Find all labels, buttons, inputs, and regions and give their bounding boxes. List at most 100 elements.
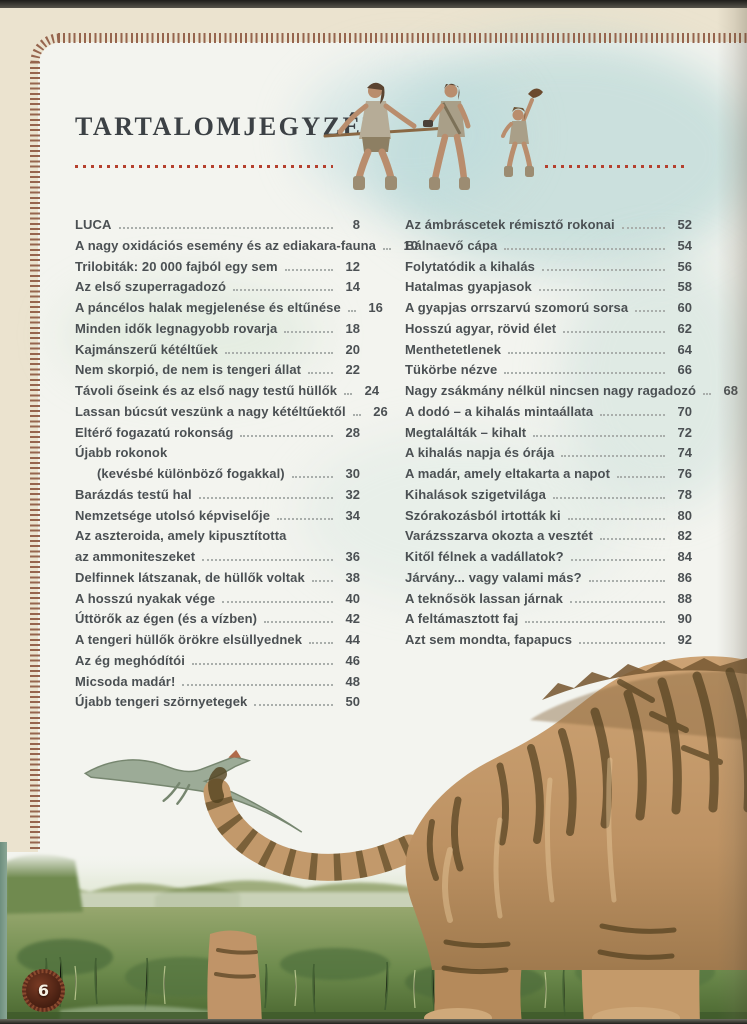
toc-entry-page-number: 64: [677, 341, 692, 357]
toc-entry-label: Tükörbe nézve: [405, 362, 498, 378]
human-figure-thrower: [501, 88, 543, 177]
page-number: 6: [37, 981, 50, 1000]
toc-entry-page-number: 76: [677, 466, 692, 481]
toc-entry: Lassan búcsút veszünk a nagy kétéltűektő…: [75, 403, 388, 425]
toc-entry-page-number: 60: [677, 300, 692, 315]
dot-leader: [567, 517, 665, 520]
toc-entry-label: Kitől félnek a vadállatok?: [405, 549, 564, 564]
toc-entry: A madár, amely eltakarta a napot 76: [405, 466, 692, 487]
dot-leader: [202, 559, 333, 561]
toc-entry-page-number: 8: [352, 217, 360, 232]
toc-entry-label: A kihalás napja és órája: [405, 445, 555, 461]
toc-entry: Kajmánszerű kétéltűek 20: [75, 342, 360, 363]
toc-entry: Az ég meghódítói 46: [75, 653, 360, 674]
toc-entry-label: A hosszú nyakak vége: [75, 590, 216, 606]
toc-entry-page-number: 44: [345, 632, 360, 647]
toc-entry-page-number: 50: [345, 694, 360, 710]
toc-entry: Minden idők legnagyobb rovarja 18: [75, 321, 360, 342]
toc-entry-label: Trilobiták: 20 000 fajból egy sem: [75, 258, 278, 274]
toc-entry-page-number: 42: [345, 611, 360, 627]
dot-leader: [182, 683, 333, 686]
toc-entry-label: Nagy zsákmány nélkül nincsen nagy ragado…: [405, 383, 697, 398]
dot-leader: [703, 393, 712, 395]
toc-entry: Az első szuperragadozó 14: [75, 279, 360, 300]
dot-leader: [508, 351, 665, 354]
toc-entry-page-number: 34: [345, 507, 360, 523]
human-figure-spear: [323, 82, 449, 190]
toc-entry: Eltérő fogazatú rokonság 28: [75, 425, 360, 446]
dot-leader: [291, 476, 333, 478]
toc-entry-page-number: 30: [345, 466, 360, 481]
toc-entry: (kevésbé különböző fogakkal) 30: [75, 466, 360, 487]
toc-entry-label: Nemzetsége utolsó képviselője: [75, 507, 271, 523]
toc-entry-page-number: 78: [677, 486, 692, 502]
toc-entry-page-number: 20: [345, 341, 360, 357]
toc-entry: Varázsszarva okozta a vesztét 82: [405, 528, 692, 549]
toc-entry: Távoli őseink és az első nagy testű hüll…: [75, 383, 379, 404]
toc-entry-page-number: 14: [345, 279, 360, 295]
stitched-border-left: [30, 62, 40, 854]
dot-leader: [264, 621, 333, 624]
dot-leader: [600, 413, 665, 416]
dot-leader: [599, 538, 665, 541]
dot-leader: [579, 642, 665, 644]
toc-entry-label: Lassan búcsút veszünk a nagy kétéltűektő…: [75, 403, 346, 419]
toc-entry-page-number: 74: [677, 445, 692, 461]
dot-leader: [552, 496, 665, 499]
toc-entry-label: LUCA: [75, 217, 112, 232]
toc-entry-label: A tengeri hüllők örökre elsüllyednek: [75, 632, 303, 647]
toc-entry-label: Hatalmas gyapjasok: [405, 279, 532, 295]
dot-leader: [118, 227, 333, 229]
toc-entry: Hatalmas gyapjasok 58: [405, 279, 692, 300]
toc-entry-label: A madár, amely eltakarta a napot: [405, 466, 611, 481]
toc-entry-label: Az ámbráscetek rémisztő rokonai: [405, 217, 615, 232]
toc-entry-page-number: 16: [368, 300, 383, 315]
toc-entry: Delfinnek látszanak, de hüllők voltak 38: [75, 570, 360, 591]
toc-entry: Nem skorpió, de nem is tengeri állat 22: [75, 362, 360, 383]
toc-entry-page-number: 46: [345, 652, 360, 668]
human-figure-walker: [423, 83, 471, 190]
dot-leader: [541, 268, 665, 271]
toc-entry: Hosszú agyar, rövid élet 62: [405, 321, 692, 342]
toc-entry: LUCA 8: [75, 217, 360, 238]
toc-entry-page-number: 52: [677, 217, 692, 232]
dot-leader: [284, 330, 333, 333]
toc-entry-page-number: 28: [345, 424, 360, 440]
toc-entry-label: Minden idők legnagyobb rovarja: [75, 320, 278, 336]
toc-entry-page-number: 66: [677, 362, 692, 378]
toc-entry: A feltámasztott faj 90: [405, 611, 692, 632]
toc-entry: Tükörbe nézve 66: [405, 362, 692, 383]
toc-entry-label: Kajmánszerű kétéltűek: [75, 341, 218, 357]
toc-entry-page-number: 84: [677, 549, 692, 564]
dot-leader: [254, 704, 333, 707]
toc-entry-label: Az aszteroida, amely kipusztította: [75, 528, 287, 544]
ammonite-page-badge: 6: [22, 969, 65, 1012]
toc-entry-label: Hosszú agyar, rövid élet: [405, 320, 557, 336]
toc-entry: Úttörők az égen (és a vízben) 42: [75, 611, 360, 632]
toc-entry-label: Menthetetlenek: [405, 341, 502, 357]
toc-entry-page-number: 90: [677, 611, 692, 627]
toc-entry-page-number: 40: [345, 590, 360, 606]
toc-entry-page-number: 92: [677, 632, 692, 647]
toc-entry-label: A gyapjas orrszarvú szomorú sorsa: [405, 300, 629, 315]
toc-entry-label: Folytatódik a kihalás: [405, 258, 535, 274]
toc-entry-label: A teknősök lassan járnak: [405, 590, 563, 606]
toc-column-right: Az ámbráscetek rémisztő rokonai 52 Bálnaev…: [405, 217, 738, 715]
toc-entry-label: Szórakozásból irtották ki: [405, 507, 561, 523]
toc-entry-label: Újabb tengeri szörnyetegek: [75, 694, 248, 710]
toc-entry-page-number: 38: [345, 569, 360, 585]
toc-entry-label: Micsoda madár!: [75, 673, 176, 689]
dot-leader: [533, 434, 665, 437]
toc-entry: Nemzetsége utolsó képviselője 34: [75, 508, 360, 529]
toc-entry: Újabb tengeri szörnyetegek 50: [75, 694, 360, 715]
toc-entry: az ammoniteszeket 36: [75, 549, 360, 570]
toc-entry-label: Kihalások szigetvilága: [405, 486, 546, 502]
toc-entry-page-number: 32: [345, 486, 360, 502]
toc-entry-page-number: 68: [723, 383, 739, 398]
stitched-border-top: [58, 33, 747, 43]
toc-entry: Kihalások szigetvilága 78: [405, 487, 692, 508]
dot-leader: [570, 559, 665, 561]
sabertooth-cat-illustration: [203, 656, 747, 1024]
dot-leader: [561, 455, 665, 458]
